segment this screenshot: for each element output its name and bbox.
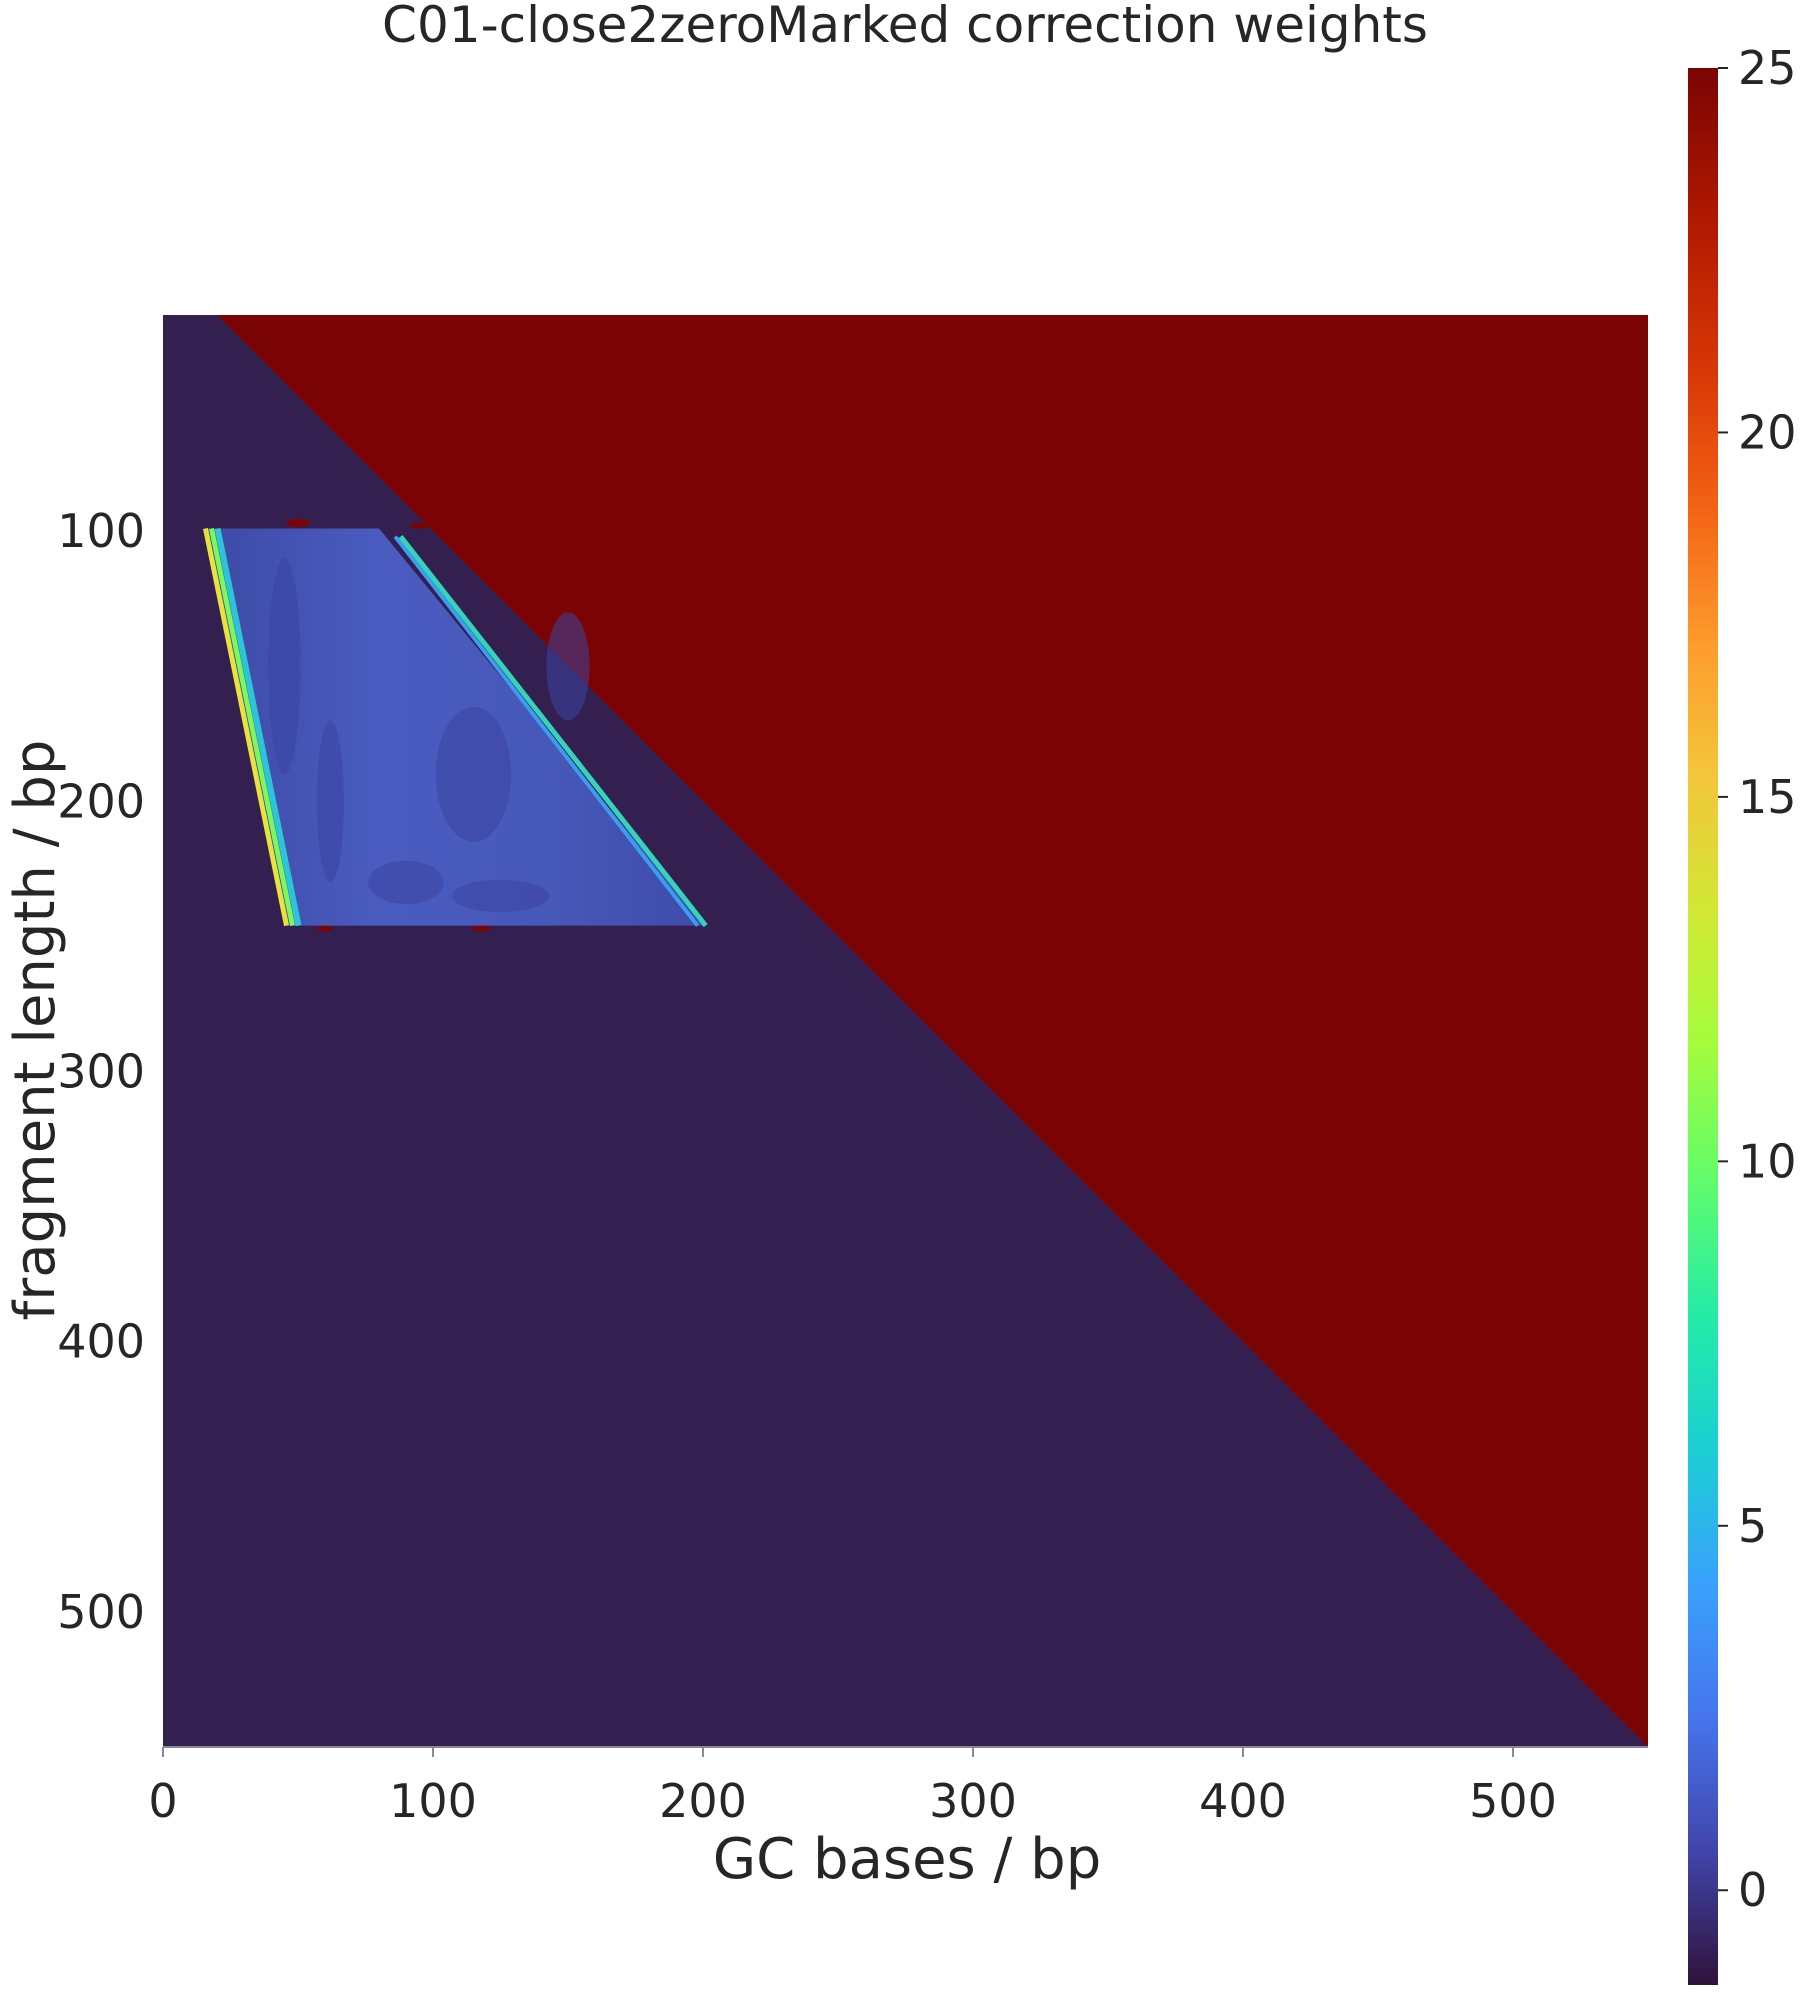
colorbar-tick-label: 20 [1738,405,1797,459]
colorbar-ticks: 0 5 10 15 20 25 [1718,41,1797,1917]
low-weight-patch [546,612,590,721]
low-weight-patch [268,558,301,775]
y-tick-label: 200 [57,774,145,828]
colorbar-tick-label: 5 [1738,1499,1767,1553]
high-gc-edge-inner [393,535,700,927]
x-tick-label: 100 [389,1774,477,1828]
x-tick-label: 0 [148,1774,177,1828]
outlier-speck [409,522,430,529]
low-gc-edge-cyan [214,527,302,927]
low-gc-edge [203,527,289,927]
y-axis-label: fragment length / bp [3,740,68,1321]
colorbar-tick-label: 10 [1738,1134,1797,1188]
chart-title: C01-close2zeroMarked correction weights [382,0,1428,54]
outlier-speck [471,925,492,932]
low-gc-edge-inner [209,527,295,927]
colorbar-tick-label: 0 [1738,1863,1767,1917]
low-weight-patch [435,706,512,842]
colorbar-gradient [1688,68,1718,1985]
y-tick-label: 300 [57,1045,145,1099]
y-tick-label: 500 [57,1585,145,1639]
x-tick-label: 300 [929,1774,1017,1828]
colorbar-tick-label: 15 [1738,770,1797,824]
low-weight-patch [451,879,550,913]
x-tick-label: 500 [1469,1774,1557,1828]
outlier-speck [317,925,333,932]
low-weight-patch [368,860,444,904]
low-weight-patch [316,720,344,883]
measured-weights-region [203,519,708,932]
plot-area [163,315,1648,1748]
high-gc-edge [398,535,708,928]
y-axis-ticks: 100 200 300 400 500 [57,504,145,1639]
x-axis-label: GC bases / bp [713,1827,1102,1892]
colorbar-tick-label: 25 [1738,41,1797,95]
x-axis-ticks: 0 100 200 300 400 500 [148,1747,1557,1828]
x-tick-label: 200 [659,1774,747,1828]
y-tick-label: 400 [57,1315,145,1369]
colorbar: 0 5 10 15 20 25 [1688,41,1797,1985]
outlier-speck [286,519,310,528]
x-tick-label: 400 [1199,1774,1287,1828]
y-tick-label: 100 [57,504,145,558]
